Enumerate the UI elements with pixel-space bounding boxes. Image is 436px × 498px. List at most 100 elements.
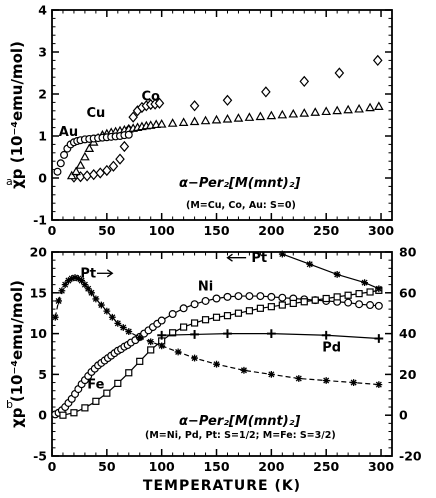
data-point <box>366 301 375 310</box>
panel-label: a <box>6 175 13 188</box>
data-point <box>321 106 332 116</box>
data-point <box>114 379 122 387</box>
data-point <box>267 371 275 378</box>
x-tick-label: 100 <box>149 223 175 238</box>
data-point <box>70 409 78 417</box>
y-axis-label: χp (10⁻⁴emu/mol) <box>8 280 26 428</box>
x-tick-label: 300 <box>368 459 394 474</box>
data-point <box>344 291 352 299</box>
panel-label: b <box>6 398 13 411</box>
data-point <box>310 107 321 116</box>
y-tick-label: 4 <box>38 3 47 18</box>
data-point <box>178 117 189 126</box>
data-point <box>295 375 303 382</box>
data-point <box>179 304 188 313</box>
plot-frame <box>51 251 393 457</box>
data-point <box>55 297 62 305</box>
note-text: (M=Ni, Pd, Pt: S=1/2; M=Fe: S=3/2) <box>145 430 336 441</box>
y-tick-label: 2 <box>38 87 47 102</box>
data-point <box>266 329 276 338</box>
data-point <box>240 366 248 374</box>
data-point <box>374 334 384 343</box>
data-point <box>200 115 211 125</box>
data-point <box>375 285 383 293</box>
data-point <box>201 316 210 324</box>
data-point <box>355 300 364 309</box>
pt-arrow-left-label: Pt <box>251 251 267 266</box>
data-point <box>212 294 221 303</box>
y-tick-label: 0 <box>38 408 47 423</box>
data-point <box>201 296 210 305</box>
data-point <box>119 324 127 331</box>
x-tick-label: 200 <box>258 223 284 238</box>
data-point <box>255 111 266 121</box>
data-point <box>256 292 265 301</box>
data-point <box>103 307 111 315</box>
arrowhead-left-icon <box>226 253 233 262</box>
data-point <box>245 307 254 315</box>
data-point <box>366 288 374 296</box>
series-label: Co <box>141 89 160 104</box>
data-point <box>60 150 69 159</box>
data-point <box>71 274 79 281</box>
y-tick-label: 15 <box>30 285 47 300</box>
data-point <box>289 299 297 308</box>
y-tick-label: -5 <box>33 449 47 464</box>
x-tick-label: 200 <box>258 459 284 474</box>
data-point <box>59 411 67 419</box>
data-point <box>81 281 89 289</box>
data-point <box>190 300 199 309</box>
data-point <box>233 113 244 122</box>
data-point <box>115 153 125 165</box>
series-label: Ni <box>198 279 213 294</box>
series-label: Pd <box>322 341 341 356</box>
data-point <box>374 101 384 111</box>
data-point <box>128 111 138 123</box>
y-tick-label: 20 <box>30 245 48 260</box>
data-point <box>212 313 221 321</box>
x-tick-label: 50 <box>98 459 116 474</box>
data-point <box>266 110 277 120</box>
data-point <box>125 369 133 377</box>
series-fe: Fe <box>59 286 383 419</box>
y-tick-label: 3 <box>38 45 47 60</box>
data-point <box>332 105 342 115</box>
data-point <box>344 298 353 307</box>
data-point <box>97 301 105 309</box>
x-axis-label: TEMPERATURE (K) <box>143 478 301 494</box>
data-point <box>222 94 233 106</box>
y-tick-label: 0 <box>38 171 47 186</box>
data-point <box>136 357 144 365</box>
data-point <box>354 103 364 113</box>
data-point <box>114 320 122 327</box>
data-point <box>136 334 144 342</box>
data-point <box>267 303 275 311</box>
data-point <box>71 166 81 176</box>
formula-text: α−Per₂[M(mnt)₂] <box>179 414 300 429</box>
data-point <box>78 277 86 284</box>
data-point <box>223 292 232 301</box>
y2-tick-label: 20 <box>399 367 417 382</box>
series-pt <box>278 250 383 293</box>
series-pt <box>51 274 383 388</box>
data-point <box>288 108 299 118</box>
data-point <box>108 313 116 321</box>
data-point <box>211 114 222 124</box>
x-tick-label: 150 <box>203 459 229 474</box>
data-point <box>322 294 330 303</box>
data-point <box>223 329 232 338</box>
plot-frame <box>51 9 393 221</box>
data-point <box>174 348 182 356</box>
data-point <box>278 301 286 309</box>
data-point <box>92 397 100 405</box>
data-point <box>334 67 345 79</box>
x-tick-label: 0 <box>48 459 57 474</box>
data-point <box>180 323 188 331</box>
series-pd: Pd <box>157 329 384 356</box>
data-point <box>157 330 167 340</box>
y2-tick-label: -20 <box>399 449 422 464</box>
y-axis-label: χp (10⁻⁴emu/mol) <box>8 41 26 189</box>
y-tick-label: 5 <box>38 367 47 382</box>
data-point <box>278 293 287 302</box>
